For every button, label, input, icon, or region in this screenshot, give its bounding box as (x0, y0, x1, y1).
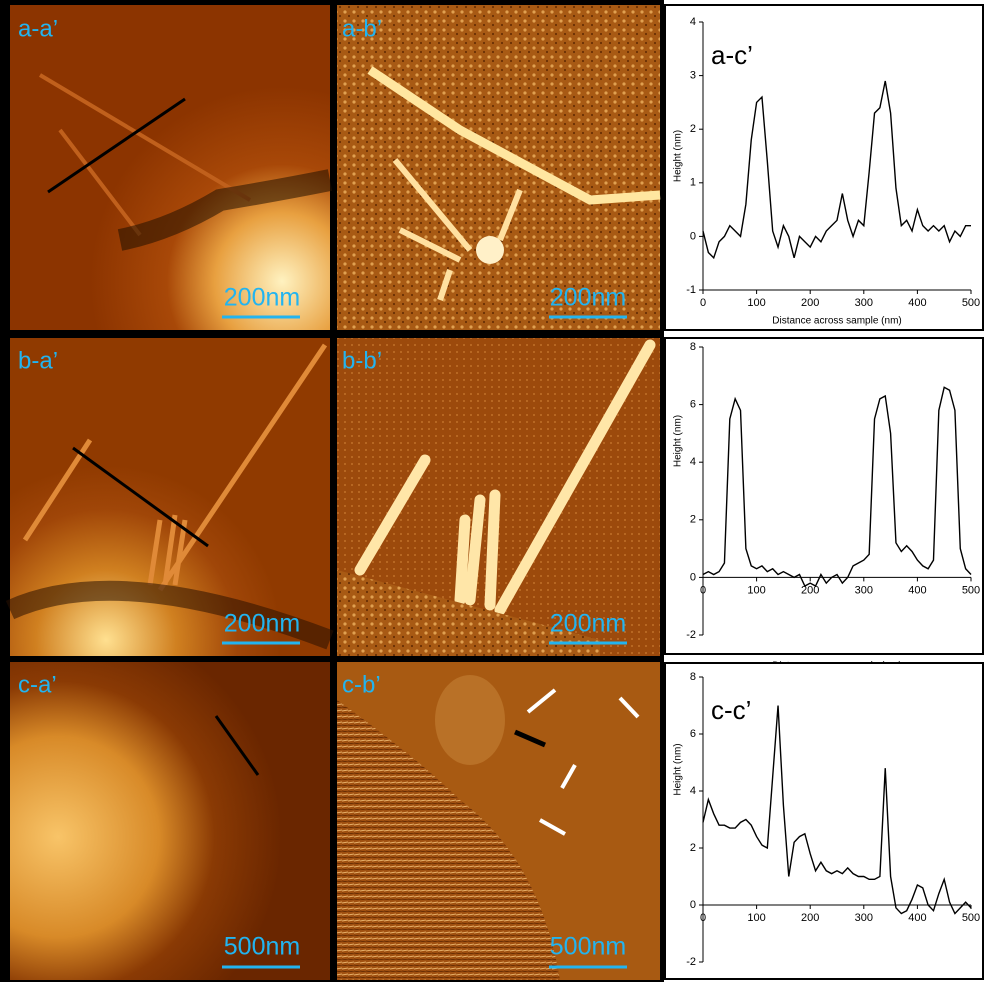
x-tick-label: 500 (962, 584, 980, 596)
scale-label: 200nm (224, 610, 300, 638)
y-tick-label: 2 (690, 123, 696, 135)
panel-label: a-a’ (18, 15, 58, 42)
afm-image: c-a’ 500nm (10, 662, 330, 980)
y-tick-label: 6 (690, 728, 696, 740)
fibril (354, 339, 656, 616)
y-tick-label: 8 (690, 341, 696, 353)
x-tick-label: 200 (801, 297, 819, 309)
line-chart: -1 0 1 2 3 4 0 100 200 300 400 500 Distance across s… (664, 4, 984, 331)
scale-label: 200nm (224, 284, 300, 312)
afm-height-map (10, 338, 330, 656)
x-tick-label: 500 (962, 297, 980, 309)
y-tick-label: 3 (690, 70, 696, 82)
x-tick-label: 300 (855, 297, 873, 309)
panel-label: b-b’ (342, 347, 382, 374)
afm-phase-map (337, 5, 660, 330)
y-axis-label: Height (nm) (673, 415, 684, 467)
x-tick-label: 100 (747, 584, 765, 596)
y-tick-label: -2 (686, 629, 696, 641)
afm-height-map (10, 5, 330, 330)
x-tick-label: 500 (962, 912, 980, 924)
chart-title: a-c’ (711, 40, 753, 70)
y-tick-label: -1 (686, 284, 696, 296)
x-tick-label: 0 (700, 584, 706, 596)
line-chart: -2024680100200300400500Distance across s… (664, 662, 984, 980)
afm-image: c-b’ 500nm (337, 662, 660, 980)
y-axis-label: Height (nm) (673, 130, 684, 182)
y-tick-label: 6 (690, 399, 696, 411)
fibril (22, 343, 328, 592)
x-tick-label: 400 (908, 297, 926, 309)
chart-frame (664, 4, 984, 331)
afm-image: b-b’ 200nm (337, 338, 660, 656)
afm-image: a-b’ 200nm (337, 5, 661, 330)
y-tick-label: 0 (690, 230, 696, 242)
profile-line (702, 80, 971, 260)
shadow (5, 580, 334, 650)
x-tick-label: 0 (700, 912, 706, 924)
arrow (526, 688, 640, 836)
x-tick-label: 0 (700, 297, 706, 309)
scale-label: 200nm (550, 610, 626, 638)
afm-height-map (10, 662, 330, 980)
substrate (337, 570, 600, 656)
fibril (38, 73, 252, 237)
y-tick-label: 0 (690, 571, 696, 583)
substrate (337, 700, 560, 980)
fibril (392, 158, 523, 301)
panel-label: c-b’ (342, 671, 381, 698)
y-tick-label: 4 (690, 456, 696, 468)
y-tick-label: 0 (690, 899, 696, 911)
line-chart: -2024680100200300400500Distance across s… (664, 337, 984, 672)
x-tick-label: 400 (908, 584, 926, 596)
y-axis-label: Height (nm) (673, 743, 684, 795)
afm-image: b-a’ 200nm (5, 338, 334, 656)
panel-label: b-a’ (18, 347, 58, 374)
chart-title: c-c’ (711, 695, 751, 725)
chart-frame (664, 662, 984, 980)
fibril (367, 66, 661, 205)
y-tick-label: 2 (690, 514, 696, 526)
shadow (117, 169, 333, 251)
y-tick-label: 1 (690, 177, 696, 189)
panel-label: a-b’ (342, 15, 382, 42)
x-tick-label: 100 (747, 912, 765, 924)
profile-line (72, 446, 209, 548)
x-tick-label: 200 (801, 584, 819, 596)
profile-line (702, 705, 972, 915)
particle (476, 236, 504, 264)
x-tick-label: 100 (747, 297, 765, 309)
profile-line (47, 97, 186, 194)
arrow (514, 729, 546, 748)
x-tick-label: 200 (801, 912, 819, 924)
y-tick-label: 4 (690, 785, 696, 797)
y-tick-label: -2 (686, 956, 696, 968)
scale-label: 500nm (224, 933, 300, 961)
y-tick-label: 2 (690, 842, 696, 854)
x-axis-label: Distance across sample (nm) (772, 316, 901, 327)
region (435, 675, 505, 765)
scale-label: 500nm (550, 933, 626, 961)
profile-line (214, 715, 260, 776)
chart-frame (664, 337, 984, 655)
y-tick-label: 8 (690, 671, 696, 683)
afm-image: a-a’ 200nm (10, 5, 333, 330)
x-tick-label: 300 (855, 912, 873, 924)
x-tick-label: 300 (855, 584, 873, 596)
y-tick-label: 4 (690, 16, 696, 28)
profile-line (702, 386, 972, 588)
scale-label: 200nm (550, 284, 626, 312)
panel-label: c-a’ (18, 671, 57, 698)
x-tick-label: 400 (908, 912, 926, 924)
